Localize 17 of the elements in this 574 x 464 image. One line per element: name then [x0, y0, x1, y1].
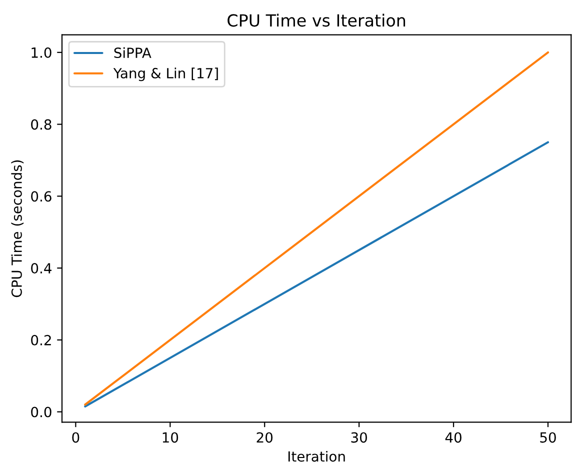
x-axis-title: Iteration — [288, 450, 345, 462]
y-tick-label: 0.8 — [31, 119, 52, 130]
chart-title: CPU Time vs Iteration — [228, 14, 406, 27]
y-tick-label: 0.6 — [31, 191, 52, 202]
y-tick-label: 0.4 — [31, 263, 52, 274]
y-tick-label: 1.0 — [32, 47, 52, 58]
y-tick-label: 0.0 — [31, 406, 52, 418]
x-tick-label: 0 — [72, 432, 80, 443]
legend-label: Yang & Lin [17] — [113, 68, 218, 82]
legend-label: SiPPA — [114, 47, 152, 58]
y-tick-label: 0.2 — [31, 334, 51, 346]
x-tick-label: 40 — [445, 432, 462, 443]
y-axis-title: CPU Time (seconds) — [11, 160, 24, 298]
x-tick-label: 10 — [162, 432, 178, 443]
x-tick-label: 50 — [540, 432, 556, 443]
x-tick-label: 30 — [351, 432, 367, 443]
x-tick-label: 20 — [256, 432, 273, 443]
